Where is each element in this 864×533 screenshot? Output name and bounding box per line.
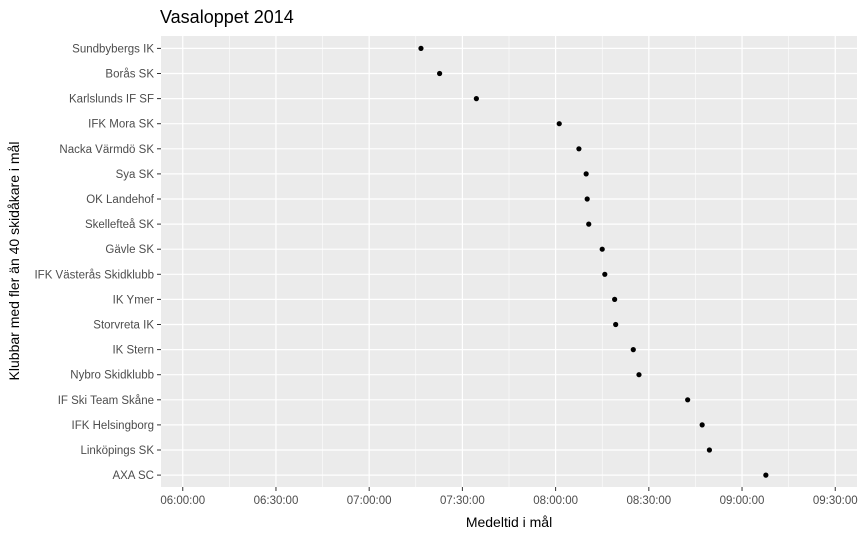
x-axis-title: Medeltid i mål <box>466 514 552 530</box>
data-point <box>584 196 590 202</box>
x-tick-label: 09:00:00 <box>720 495 765 507</box>
y-tick-label: IFK Västerås Skidklubb <box>34 269 154 281</box>
y-tick-label: Gävle SK <box>105 244 154 256</box>
y-axis: Sundbybergs IK Borås SK Karlslunds IF SF IF… <box>34 43 161 482</box>
y-tick-label: Borås SK <box>105 69 154 81</box>
data-point <box>706 447 713 453</box>
data-point <box>699 422 705 428</box>
x-tick-label: 06:30:00 <box>254 495 299 507</box>
data-point <box>437 70 443 77</box>
data-point <box>418 45 424 52</box>
y-tick-label: Karlslunds IF SF <box>69 94 154 106</box>
x-tick-label: 08:00:00 <box>533 495 578 507</box>
y-tick-label: IF Ski Team Skåne <box>58 395 154 407</box>
data-point <box>556 121 562 127</box>
data-point <box>473 96 479 102</box>
y-tick-label: Storvreta IK <box>93 320 154 332</box>
y-axis-title: Klubbar med fler än 40 skidåkare i mål <box>6 142 22 381</box>
data-point <box>630 347 636 353</box>
y-tick-label: IK Stern <box>112 345 154 357</box>
chart-title: Vasaloppet 2014 <box>160 7 294 27</box>
data-point <box>763 472 769 478</box>
y-tick-label: OK Landehof <box>86 194 155 206</box>
data-point <box>576 146 582 152</box>
y-tick-label: IK Ymer <box>113 294 154 306</box>
x-tick-label: 09:30:00 <box>813 495 858 507</box>
x-tick-label: 06:00:00 <box>160 495 205 507</box>
x-axis: 06:00:00 06:30:00 07:00:00 07:30:00 08:00:00… <box>160 487 858 507</box>
data-point <box>636 372 642 378</box>
y-tick-label: AXA SC <box>112 470 154 482</box>
major-gridlines <box>161 36 857 487</box>
minor-gridlines <box>229 36 789 487</box>
data-point <box>612 296 618 302</box>
y-tick-label: Sundbybergs IK <box>72 43 154 55</box>
data-point <box>602 271 608 277</box>
data-point <box>613 321 619 328</box>
data-points <box>418 45 769 478</box>
data-point <box>685 397 691 403</box>
y-tick-label: Nybro Skidklubb <box>70 370 154 382</box>
data-point <box>583 171 589 177</box>
y-tick-label: Sya SK <box>116 169 155 181</box>
y-tick-label: Skellefteå SK <box>85 219 154 231</box>
y-tick-label: IFK Helsingborg <box>72 420 154 432</box>
x-tick-label: 08:30:00 <box>626 495 671 507</box>
y-tick-label: IFK Mora SK <box>88 119 154 131</box>
y-tick-label: Linköpings SK <box>80 445 154 457</box>
x-tick-label: 07:00:00 <box>347 495 392 507</box>
data-point <box>599 246 605 252</box>
x-tick-label: 07:30:00 <box>440 495 485 507</box>
y-tick-label: Nacka Värmdö SK <box>59 144 154 156</box>
data-point <box>586 221 592 227</box>
